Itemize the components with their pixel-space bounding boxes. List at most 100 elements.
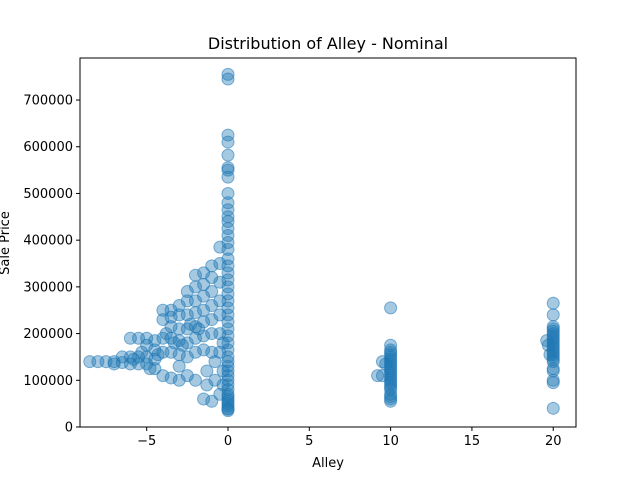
- scatter-point: [221, 196, 235, 210]
- scatter-point: [546, 308, 560, 322]
- scatter-point: [197, 392, 211, 406]
- scatter-point: [172, 373, 186, 387]
- scatter-point: [221, 214, 235, 228]
- x-tick-label: 5: [305, 434, 313, 449]
- scatter-point: [200, 364, 214, 378]
- scatter-point: [221, 148, 235, 162]
- scatter-point: [221, 128, 235, 142]
- scatter-point: [213, 275, 227, 289]
- scatter-point: [180, 336, 194, 350]
- y-tick-label: 500000: [23, 187, 73, 202]
- x-tick-label: −5: [137, 434, 156, 449]
- scatter-point: [221, 369, 235, 383]
- scatter-point: [164, 371, 178, 385]
- scatter-point: [156, 313, 170, 327]
- scatter-point: [221, 135, 235, 149]
- scatter-point: [221, 228, 235, 242]
- chart-title: Distribution of Alley - Nominal: [208, 34, 448, 53]
- scatter-point: [221, 364, 235, 378]
- scatter-point: [192, 322, 206, 336]
- scatter-point: [221, 259, 235, 273]
- x-tick-label: 10: [382, 434, 399, 449]
- scatter-point: [197, 315, 211, 329]
- scatter-point: [197, 289, 211, 303]
- x-axis: −5 0 5 10 15 20: [137, 427, 562, 449]
- scatter-point: [197, 343, 211, 357]
- scatter-point: [221, 163, 235, 177]
- plot-frame: [79, 57, 577, 428]
- scatter-point: [180, 369, 194, 383]
- scatter-point: [371, 369, 385, 383]
- points-layer: [83, 67, 560, 418]
- scatter-point: [148, 362, 162, 376]
- y-tick-label: 600000: [23, 140, 73, 155]
- y-axis-title: Sale Price: [0, 211, 13, 275]
- y-tick-label: 700000: [23, 94, 73, 109]
- scatter-point: [200, 378, 214, 392]
- y-tick-label: 200000: [23, 327, 73, 342]
- scatter-point: [546, 355, 560, 369]
- scatter-point: [546, 296, 560, 310]
- scatter-point: [221, 170, 235, 184]
- scatter-point: [164, 303, 178, 317]
- scatter-point: [221, 67, 235, 81]
- scatter-point: [205, 394, 219, 408]
- scatter-point: [221, 186, 235, 200]
- scatter-point: [164, 310, 178, 324]
- scatter-point: [140, 331, 154, 345]
- y-tick-label: 300000: [23, 280, 73, 295]
- scatter-point: [221, 329, 235, 343]
- scatter-point: [221, 243, 235, 257]
- y-tick-label: 0: [65, 421, 73, 436]
- scatter-point: [221, 308, 235, 322]
- scatter-point: [188, 306, 202, 320]
- scatter-point: [221, 236, 235, 249]
- scatter-point: [159, 327, 173, 341]
- scatter-point: [213, 240, 227, 254]
- scatter-point: [221, 359, 235, 373]
- scatter-point: [135, 345, 149, 359]
- scatter-point: [148, 334, 162, 348]
- scatter-point: [205, 299, 219, 313]
- scatter-point: [221, 322, 235, 336]
- scatter-point: [205, 271, 219, 285]
- scatter-point: [221, 336, 235, 350]
- scatter-point: [216, 336, 230, 350]
- scatter-point: [221, 266, 235, 280]
- scatter-point: [221, 294, 235, 308]
- scatter-point: [205, 313, 219, 327]
- x-tick-label: 20: [545, 434, 562, 449]
- x-axis-title: Alley: [312, 456, 344, 471]
- scatter-point: [221, 373, 235, 387]
- y-axis: 0 100000 200000 300000 400000 500000 600000 700…: [23, 94, 80, 436]
- scatter-point: [208, 373, 222, 387]
- scatter-point: [221, 394, 235, 408]
- scatter-point: [221, 287, 235, 301]
- x-tick-label: 0: [224, 434, 232, 449]
- scatter-point: [221, 280, 235, 294]
- y-tick-label: 100000: [23, 374, 73, 389]
- scatter-point: [188, 373, 202, 387]
- scatter-point: [221, 221, 235, 235]
- scatter-point: [221, 350, 235, 364]
- scatter-point: [221, 390, 235, 404]
- y-tick-label: 400000: [23, 234, 73, 249]
- scatter-point: [188, 280, 202, 294]
- scatter-point: [546, 401, 560, 415]
- scatter-point: [172, 359, 186, 373]
- scatter-point: [213, 257, 227, 271]
- scatter-point: [221, 72, 235, 86]
- scatter-point: [221, 301, 235, 315]
- scatter-point: [156, 369, 170, 383]
- scatter-point: [221, 252, 235, 266]
- scatter-point: [221, 355, 235, 369]
- scatter-point: [180, 285, 194, 299]
- scatter-point: [384, 301, 398, 315]
- scatter-point: [221, 273, 235, 287]
- scatter-point: [180, 350, 194, 364]
- x-tick-label: 15: [464, 434, 481, 449]
- scatter-point: [172, 299, 186, 313]
- scatter-point: [197, 329, 211, 343]
